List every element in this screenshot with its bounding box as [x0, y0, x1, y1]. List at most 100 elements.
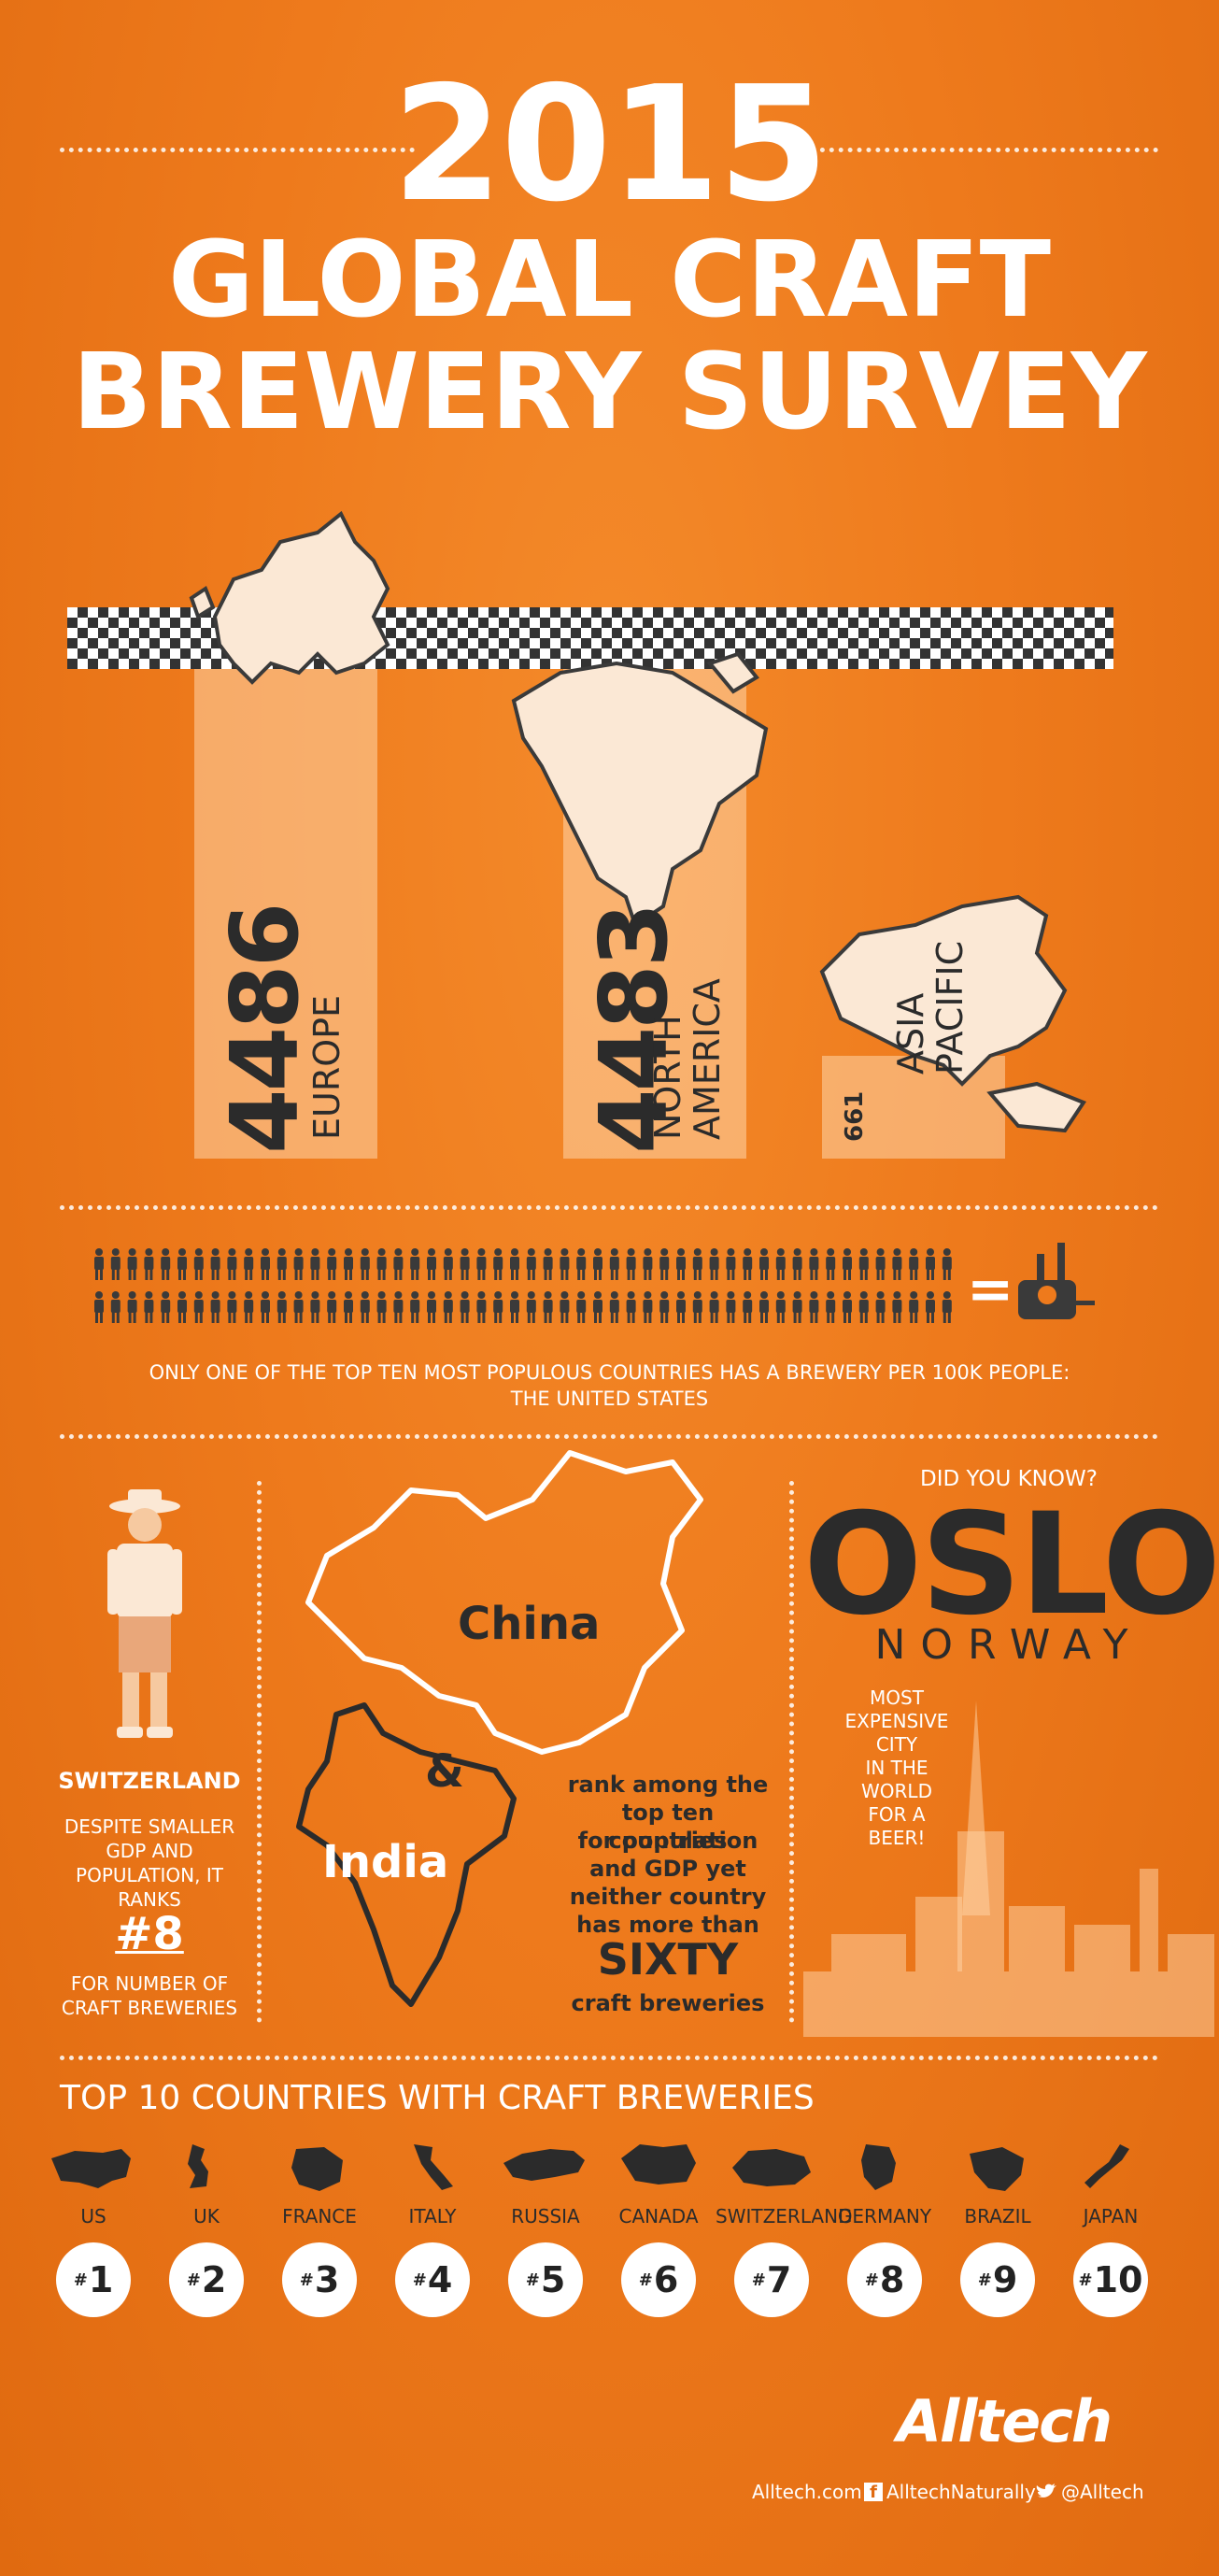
country-name: CANADA: [618, 2205, 699, 2227]
person-icon: [193, 1248, 204, 1280]
person-icon: [543, 1248, 553, 1280]
person-icon: [443, 1248, 453, 1280]
country-france: FRANCE #3: [263, 2140, 376, 2317]
facebook-link[interactable]: f AlltechNaturally: [864, 2481, 1036, 2503]
person-icon: [759, 1291, 769, 1323]
person-icon: [692, 1248, 702, 1280]
oslo-text-3: CITY: [875, 1733, 918, 1756]
switzerland-text-6: CRAFT BREWERIES: [61, 1997, 238, 2019]
person-icon: [344, 1248, 353, 1280]
rank-badge: #5: [508, 2242, 583, 2317]
facebook-icon: f: [864, 2483, 883, 2502]
person-icon: [310, 1248, 320, 1280]
person-icon: [376, 1248, 387, 1280]
europe-map-icon: [189, 510, 390, 685]
person-icon: [227, 1291, 237, 1323]
rank-hash: #: [299, 2270, 314, 2290]
switzerland-rank: #8: [115, 1908, 184, 1960]
person-icon: [942, 1248, 952, 1280]
rank-badge: #2: [169, 2242, 244, 2317]
china-india-note-4: and GDP yet: [589, 1856, 746, 1882]
rank-hash: #: [525, 2270, 540, 2290]
person-icon: [826, 1291, 836, 1323]
person-icon: [743, 1291, 753, 1323]
person-icon: [593, 1291, 602, 1323]
person-icon: [560, 1248, 570, 1280]
rank-badge: #7: [734, 2242, 809, 2317]
country-name: SWITZERLAND: [716, 2205, 853, 2227]
country-us: US #1: [37, 2140, 149, 2317]
twitter-icon: [1036, 2483, 1056, 2498]
person-icon: [892, 1248, 902, 1280]
person-icon: [643, 1248, 653, 1280]
person-icon: [875, 1291, 886, 1323]
sixty-label: SIXTY: [597, 1934, 739, 1985]
rank-number: 6: [653, 2259, 679, 2300]
country-name: JAPAN: [1083, 2205, 1139, 2227]
title-line-2: BREWERY SURVEY: [72, 332, 1147, 453]
population-note-line-1: ONLY ONE OF THE TOP TEN MOST POPULOUS CO…: [149, 1361, 1070, 1384]
person-icon: [926, 1248, 935, 1280]
person-icon: [576, 1248, 587, 1280]
asia-pacific-label-1: ASIA: [890, 992, 931, 1075]
person-icon: [676, 1248, 686, 1280]
oslo-text-2: EXPENSIVE: [844, 1710, 949, 1732]
person-icon: [310, 1291, 320, 1323]
person-icon: [293, 1248, 304, 1280]
rank-hash: #: [751, 2270, 766, 2290]
person-icon: [227, 1248, 237, 1280]
rank-number: 3: [314, 2259, 340, 2300]
country-italy: ITALY #4: [376, 2140, 489, 2317]
website-link[interactable]: Alltech.com: [752, 2481, 862, 2503]
oslo-text-1: MOST: [870, 1686, 924, 1709]
person-icon: [510, 1291, 519, 1323]
north-america-map-icon: [511, 651, 769, 929]
country-name: US: [80, 2205, 106, 2227]
china-india-note-5: neither country: [569, 1884, 767, 1910]
country-map-icon: [414, 2144, 453, 2190]
person-icon: [276, 1248, 287, 1280]
rank-hash: #: [412, 2270, 427, 2290]
person-icon: [94, 1248, 104, 1280]
population-note-line-2: THE UNITED STATES: [510, 1388, 709, 1410]
person-icon: [443, 1291, 453, 1323]
person-icon: [427, 1248, 436, 1280]
ampersand-label: &: [425, 1745, 464, 1798]
person-icon: [410, 1291, 420, 1323]
country-name: GERMANY: [837, 2205, 932, 2227]
person-icon: [909, 1291, 919, 1323]
rank-number: 2: [201, 2259, 227, 2300]
section-divider-vertical-2: [789, 1481, 794, 2023]
person-icon: [293, 1291, 304, 1323]
rank-hash: #: [977, 2270, 992, 2290]
india-label: India: [322, 1836, 449, 1888]
person-icon: [676, 1291, 686, 1323]
asia-pacific-map-icon: [819, 894, 1087, 1133]
section-divider-2: [60, 1434, 1158, 1439]
person-icon: [775, 1291, 786, 1323]
country-map-icon: [1084, 2144, 1129, 2188]
person-icon: [692, 1291, 702, 1323]
rank-number: 4: [427, 2259, 453, 2300]
person-icon: [327, 1291, 337, 1323]
person-icon: [709, 1291, 719, 1323]
person-icon: [110, 1291, 120, 1323]
top10-title: TOP 10 COUNTRIES WITH CRAFT BREWERIES: [60, 2079, 815, 2117]
person-icon: [643, 1291, 653, 1323]
person-icon: [276, 1291, 287, 1323]
alltech-logo: Alltech: [897, 2387, 1113, 2455]
person-icon: [792, 1291, 802, 1323]
switzerland-text-5: FOR NUMBER OF: [70, 1972, 229, 1995]
craft-breweries-label: craft breweries: [571, 1990, 765, 2016]
person-icon: [593, 1248, 602, 1280]
twitter-link[interactable]: @Alltech: [1035, 2481, 1144, 2503]
switzerland-text-4: RANKS: [118, 1888, 181, 1911]
person-icon: [792, 1248, 802, 1280]
person-icon: [526, 1248, 536, 1280]
person-icon: [826, 1248, 836, 1280]
person-icon: [560, 1291, 570, 1323]
person-icon: [775, 1248, 786, 1280]
person-icon: [376, 1291, 387, 1323]
person-icon: [393, 1291, 404, 1323]
country-uk: UK #2: [150, 2140, 262, 2317]
